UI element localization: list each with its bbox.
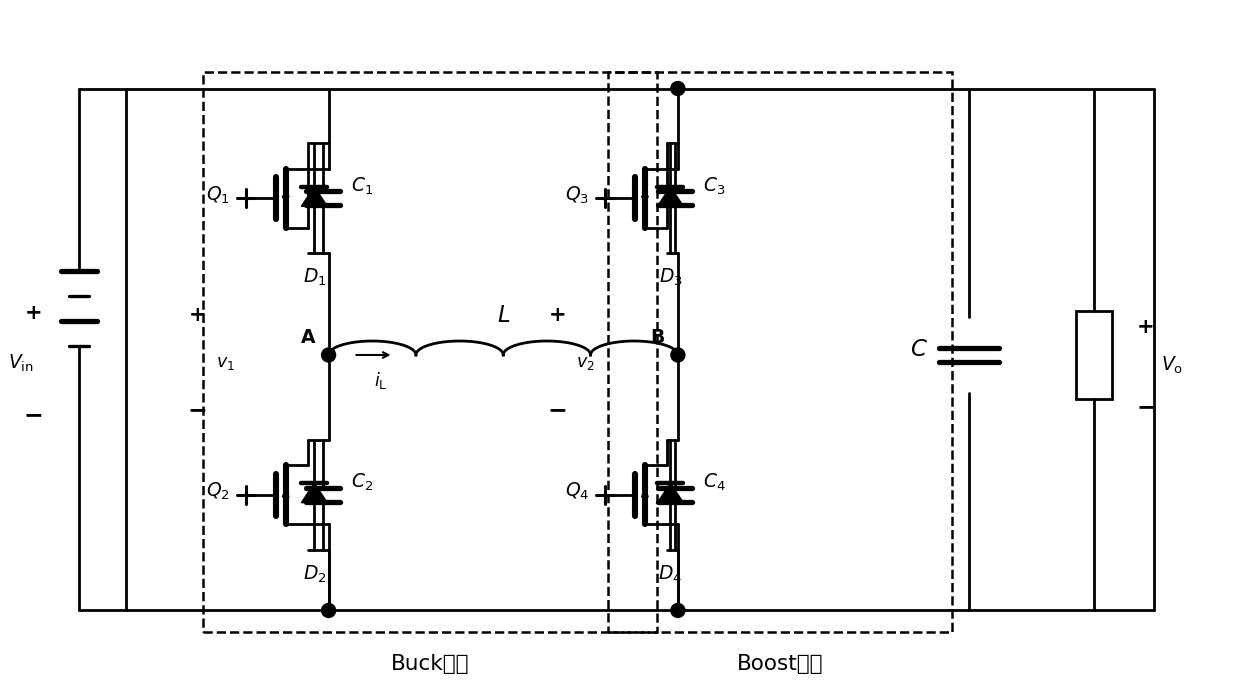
- Text: $v_{1}$: $v_{1}$: [216, 354, 236, 372]
- Text: $\mathit{Q}_{\mathit{3}}$: $\mathit{Q}_{\mathit{3}}$: [565, 184, 589, 206]
- Circle shape: [671, 82, 684, 96]
- Polygon shape: [657, 187, 683, 207]
- Text: $\mathit{D}_{\mathit{3}}$: $\mathit{D}_{\mathit{3}}$: [658, 267, 682, 288]
- Text: $v_{2}$: $v_{2}$: [575, 354, 594, 372]
- Text: +: +: [25, 303, 42, 323]
- Polygon shape: [301, 187, 327, 207]
- Circle shape: [671, 348, 684, 362]
- Text: $\mathit{C}_{\mathit{1}}$: $\mathit{C}_{\mathit{1}}$: [351, 175, 373, 197]
- Text: $\mathit{D}_{\mathit{4}}$: $\mathit{D}_{\mathit{4}}$: [658, 563, 682, 585]
- Text: −: −: [1136, 395, 1156, 419]
- Text: $\mathit{C}_{\mathit{2}}$: $\mathit{C}_{\mathit{2}}$: [351, 472, 373, 493]
- Circle shape: [321, 348, 336, 362]
- Text: −: −: [24, 403, 43, 427]
- Polygon shape: [301, 483, 327, 502]
- Polygon shape: [657, 483, 683, 502]
- Text: +: +: [548, 305, 565, 325]
- Text: A: A: [301, 328, 316, 346]
- Text: B: B: [651, 328, 665, 346]
- Text: $\mathit{C}_{\mathit{4}}$: $\mathit{C}_{\mathit{4}}$: [703, 472, 725, 493]
- Text: $\mathit{D}_{\mathit{1}}$: $\mathit{D}_{\mathit{1}}$: [303, 267, 326, 288]
- Text: $i_{\mathrm{L}}$: $i_{\mathrm{L}}$: [373, 371, 387, 392]
- Text: Buck单元: Buck单元: [391, 654, 469, 674]
- Text: −: −: [547, 398, 567, 422]
- Text: +: +: [188, 305, 207, 325]
- Text: +: +: [1137, 317, 1154, 337]
- Text: $\mathit{C}$: $\mathit{C}$: [910, 338, 929, 362]
- Bar: [1076, 311, 1112, 399]
- Text: $\mathit{L}$: $\mathit{L}$: [496, 304, 510, 327]
- Text: $\mathit{Q}_{\mathit{4}}$: $\mathit{Q}_{\mathit{4}}$: [565, 481, 589, 502]
- Text: $\mathit{V}_{\mathrm{in}}$: $\mathit{V}_{\mathrm{in}}$: [9, 352, 33, 374]
- Text: Boost单元: Boost单元: [737, 654, 823, 674]
- Text: $\mathit{Q}_{\mathit{1}}$: $\mathit{Q}_{\mathit{1}}$: [206, 184, 229, 206]
- Text: $\mathit{V}_{\mathrm{o}}$: $\mathit{V}_{\mathrm{o}}$: [1161, 354, 1183, 376]
- Text: $\mathit{C}_{\mathit{3}}$: $\mathit{C}_{\mathit{3}}$: [703, 175, 725, 197]
- Text: $\mathit{D}_{\mathit{2}}$: $\mathit{D}_{\mathit{2}}$: [303, 563, 326, 585]
- Text: $\mathit{Q}_{\mathit{2}}$: $\mathit{Q}_{\mathit{2}}$: [206, 481, 229, 502]
- Circle shape: [671, 604, 684, 617]
- Text: −: −: [188, 398, 208, 422]
- Circle shape: [321, 604, 336, 617]
